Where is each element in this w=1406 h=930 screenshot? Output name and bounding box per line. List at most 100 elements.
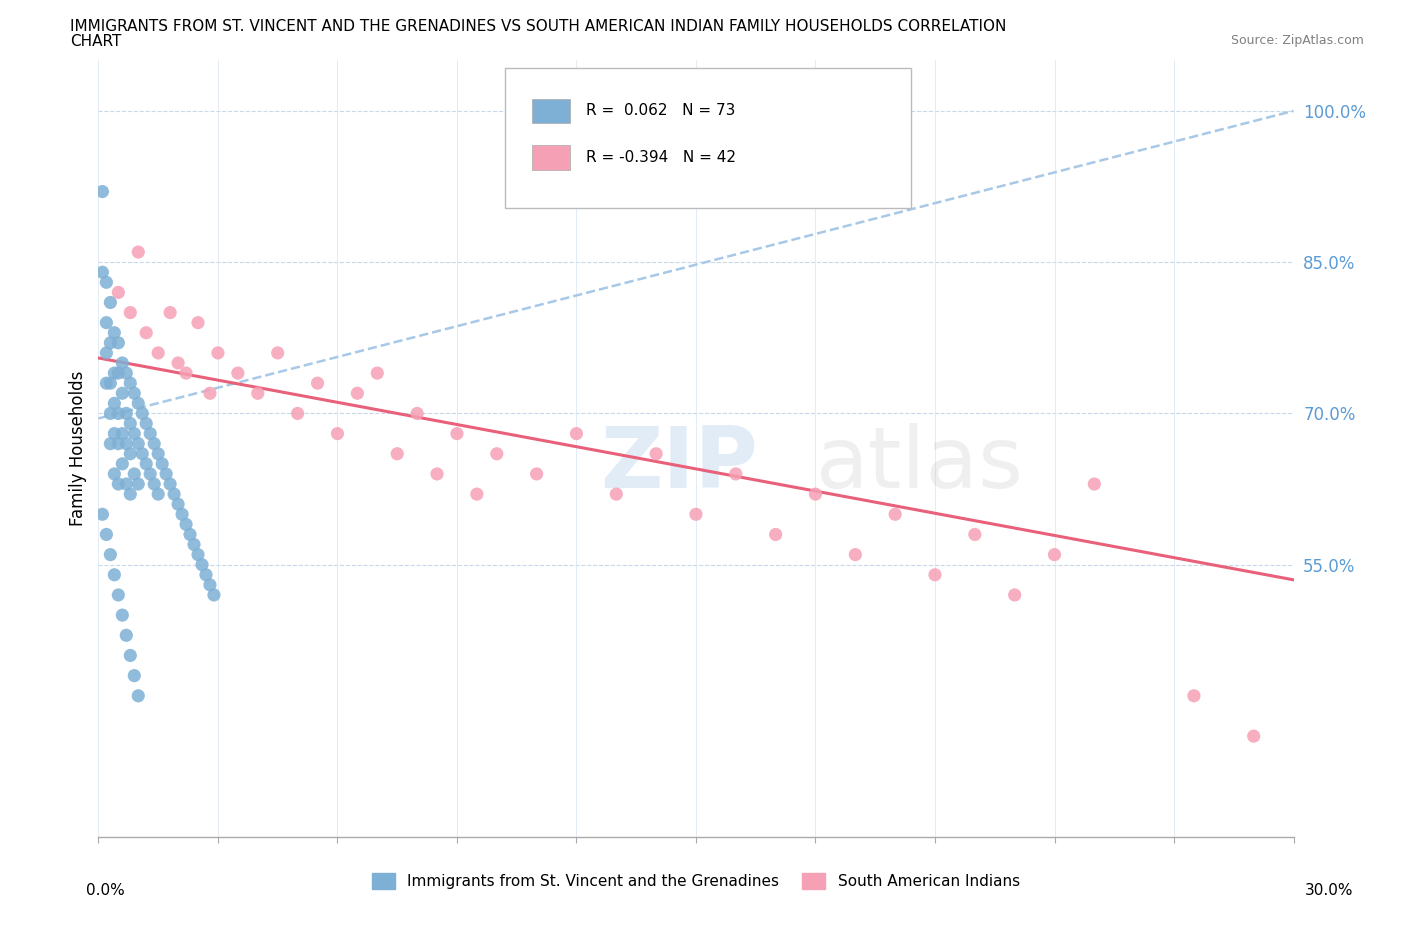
Point [645, 446, 668, 461]
Point [183, 538, 205, 552]
Text: 0.0%: 0.0% [86, 884, 125, 898]
Point [103, 365, 125, 380]
Point [111, 386, 134, 401]
Point [115, 365, 138, 380]
Point [174, 517, 197, 532]
Point [198, 386, 221, 401]
Point [96, 345, 118, 360]
Text: Source: ZipAtlas.com: Source: ZipAtlas.com [1230, 34, 1364, 47]
Point [804, 486, 827, 501]
Point [565, 426, 588, 441]
Point [135, 457, 157, 472]
Point [148, 446, 170, 461]
Point [120, 416, 142, 431]
Point [107, 406, 129, 421]
Point [307, 376, 329, 391]
Point [366, 365, 388, 380]
Point [98, 547, 122, 562]
Point [287, 406, 309, 421]
Point [107, 436, 129, 451]
Point [96, 376, 118, 391]
Point [98, 295, 122, 310]
Point [148, 345, 170, 360]
Point [127, 688, 149, 703]
Point [120, 305, 142, 320]
Point [465, 486, 488, 501]
Point [148, 486, 170, 501]
Point [98, 376, 122, 391]
Point [96, 527, 118, 542]
Point [107, 336, 129, 351]
Text: ZIP: ZIP [600, 423, 758, 506]
Point [198, 578, 221, 592]
Point [159, 476, 181, 491]
Point [267, 345, 290, 360]
Text: R =  0.062   N = 73: R = 0.062 N = 73 [586, 103, 735, 118]
Point [139, 426, 162, 441]
Point [96, 275, 118, 290]
Point [155, 467, 177, 482]
Point [124, 467, 146, 482]
Point [103, 467, 125, 482]
Point [202, 588, 225, 603]
Point [685, 507, 707, 522]
Point [115, 476, 138, 491]
Point [98, 406, 122, 421]
Point [127, 436, 149, 451]
Point [187, 315, 209, 330]
Point [844, 547, 866, 562]
Point [1243, 729, 1265, 744]
Point [107, 476, 129, 491]
Point [226, 365, 249, 380]
Point [120, 648, 142, 663]
Point [135, 326, 157, 340]
Point [724, 467, 747, 482]
Point [446, 426, 468, 441]
Point [139, 467, 162, 482]
FancyBboxPatch shape [533, 145, 571, 170]
Point [167, 497, 190, 512]
Point [96, 315, 118, 330]
Point [191, 557, 214, 572]
Point [150, 457, 173, 472]
Legend: Immigrants from St. Vincent and the Grenadines, South American Indians: Immigrants from St. Vincent and the Gren… [366, 867, 1026, 896]
Point [406, 406, 429, 421]
Point [174, 365, 197, 380]
Point [526, 467, 548, 482]
Point [91, 507, 114, 522]
Point [765, 527, 787, 542]
Point [246, 386, 269, 401]
Text: atlas: atlas [815, 423, 1024, 506]
Point [1043, 547, 1066, 562]
Point [103, 426, 125, 441]
Point [195, 567, 218, 582]
Point [172, 507, 194, 522]
Point [426, 467, 449, 482]
Text: CHART: CHART [70, 34, 122, 49]
Text: IMMIGRANTS FROM ST. VINCENT AND THE GRENADINES VS SOUTH AMERICAN INDIAN FAMILY H: IMMIGRANTS FROM ST. VINCENT AND THE GREN… [70, 19, 1007, 33]
Point [326, 426, 349, 441]
Point [1182, 688, 1205, 703]
Text: 30.0%: 30.0% [1305, 884, 1353, 898]
Point [91, 265, 114, 280]
Point [124, 426, 146, 441]
Text: R = -0.394   N = 42: R = -0.394 N = 42 [586, 150, 735, 165]
Point [111, 355, 134, 370]
Point [115, 628, 138, 643]
Y-axis label: Family Households: Family Households [69, 371, 87, 526]
Point [103, 396, 125, 411]
Point [107, 285, 129, 299]
FancyBboxPatch shape [533, 99, 571, 124]
Point [111, 426, 134, 441]
Point [159, 305, 181, 320]
Point [120, 486, 142, 501]
Point [120, 446, 142, 461]
Point [98, 436, 122, 451]
Point [127, 396, 149, 411]
Point [605, 486, 627, 501]
Point [127, 476, 149, 491]
Point [120, 376, 142, 391]
Point [103, 326, 125, 340]
Point [115, 436, 138, 451]
Point [143, 476, 166, 491]
